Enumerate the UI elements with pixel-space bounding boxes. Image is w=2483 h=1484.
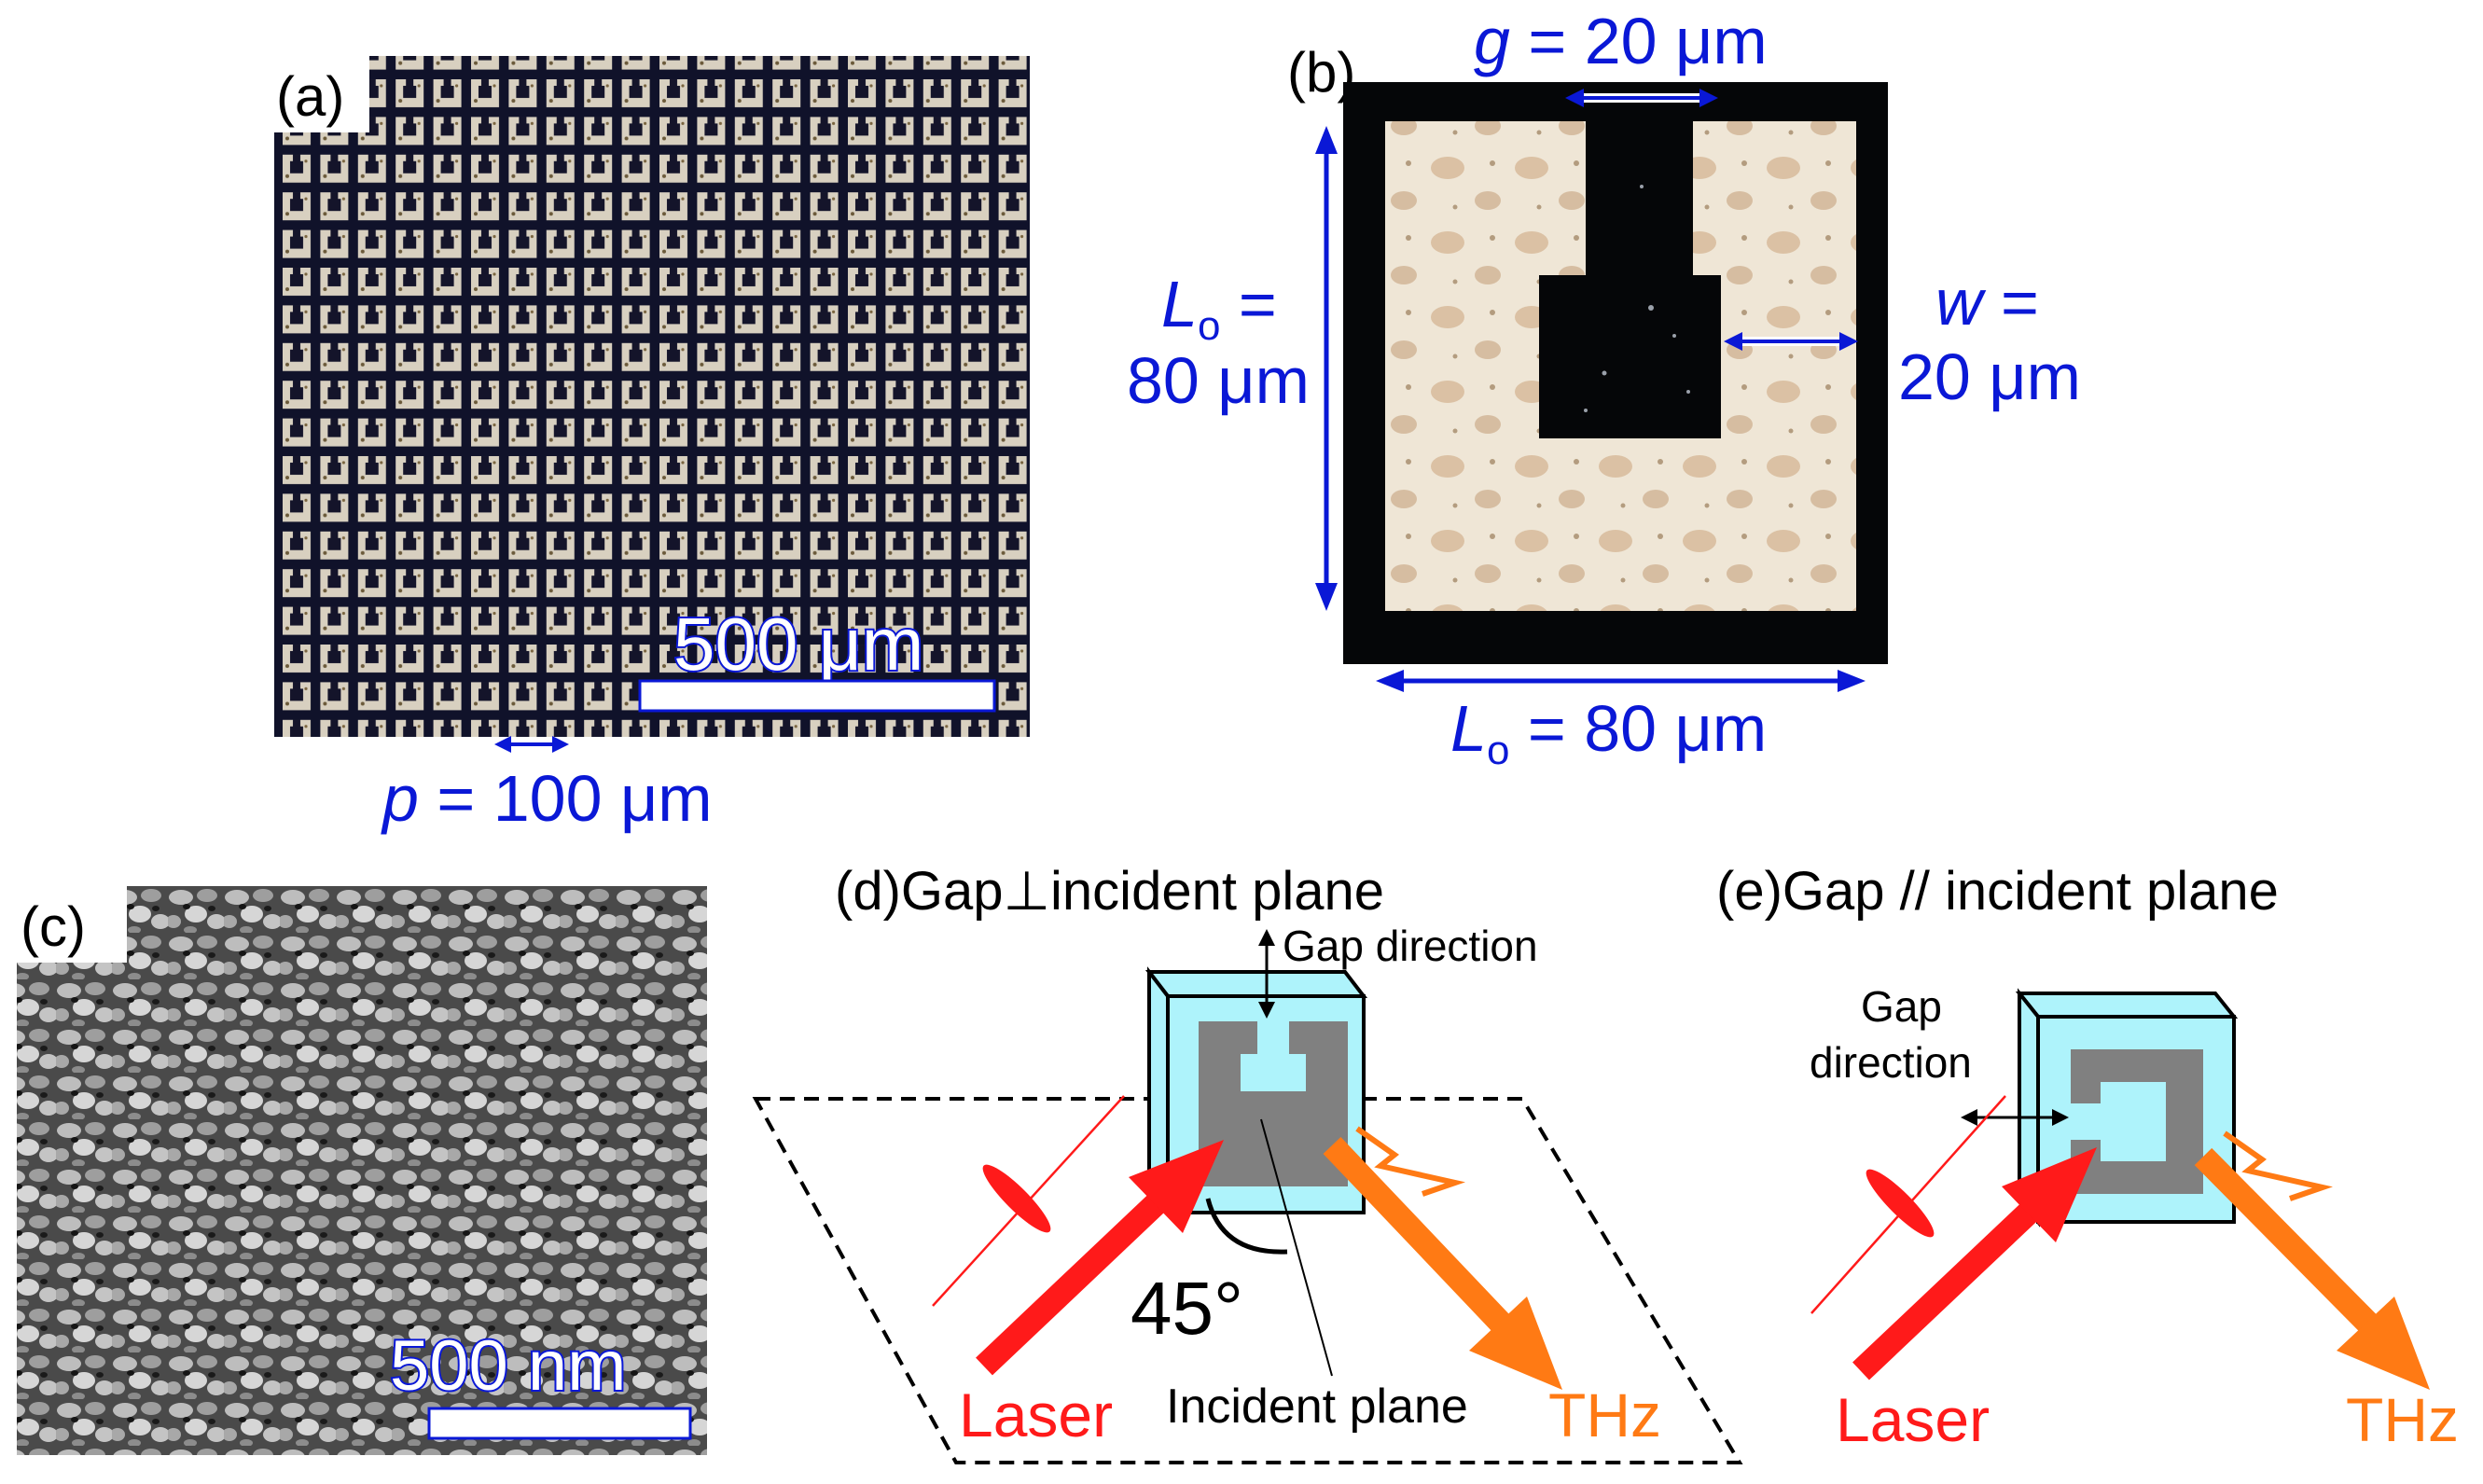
width-label-line1: w = xyxy=(1935,266,2039,339)
polarization-icon-d xyxy=(932,1095,1125,1307)
panel-c-label: (c) xyxy=(21,895,86,958)
panel-c-label-box xyxy=(15,882,127,963)
angle-label: 45° xyxy=(1131,1267,1243,1350)
incident-plane-leader xyxy=(1260,1118,1333,1377)
panel-e: (e)Gap // incident plane Gap direction L… xyxy=(1716,861,2459,1454)
thz-arrow-d xyxy=(1323,1137,1562,1390)
height-label-line1: Lo = xyxy=(1161,268,1277,349)
gap-direction-label-d: Gap direction xyxy=(1283,922,1538,970)
scale-bar-a-label: 500 μm xyxy=(673,603,923,686)
gap-direction-arrow-d xyxy=(1258,929,1275,1019)
thz-arrow-e xyxy=(2194,1147,2430,1390)
scale-bar-a xyxy=(638,679,996,713)
laser-label-d: Laser xyxy=(959,1380,1113,1449)
height-label-line2: 80 μm xyxy=(1127,344,1310,417)
gap-direction-arrow-e xyxy=(1961,1109,2069,1126)
thz-label-d: THz xyxy=(1548,1380,1661,1449)
width-arrow xyxy=(1724,332,1858,351)
panel-c: (c) 500 nm xyxy=(15,882,707,1455)
angle-arc xyxy=(1205,1198,1288,1255)
srr-array-micrograph xyxy=(274,56,1030,737)
pitch-arrow xyxy=(494,736,569,753)
panel-b: (b) g = 20 μm Lo = 80 μm w = 20 μm xyxy=(1127,5,2081,773)
gap-direction-label-e-line1: Gap xyxy=(1861,982,1942,1031)
panel-d: (d)Gap⊥incident plane Gap direction 45° … xyxy=(752,861,1743,1464)
bottom-width-label: Lo = 80 μm xyxy=(1450,692,1767,773)
bottom-width-arrow xyxy=(1376,670,1866,692)
incident-plane-label: Incident plane xyxy=(1166,1380,1468,1434)
gap-direction-label-e-line2: direction xyxy=(1810,1038,1972,1087)
panel-a-label: (a) xyxy=(276,65,344,128)
thz-pulse-icon-d xyxy=(1355,1126,1465,1197)
pitch-label: p = 100 μm xyxy=(381,762,713,835)
thz-label-e: THz xyxy=(2346,1385,2459,1454)
srr-gap-speckles xyxy=(1584,185,1690,412)
scale-bar-c xyxy=(427,1407,692,1440)
laser-arrow-e xyxy=(1852,1147,2097,1380)
panel-d-title: (d)Gap⊥incident plane xyxy=(835,861,1384,922)
gap-arrow xyxy=(1565,89,1718,107)
panel-a: (a) 500 μm p = 100 μm xyxy=(272,52,1030,835)
scale-bar-c-label: 500 nm xyxy=(390,1326,627,1406)
width-label-line2: 20 μm xyxy=(1898,340,2081,413)
panel-e-title: (e)Gap // incident plane xyxy=(1716,861,2279,922)
laser-label-e: Laser xyxy=(1836,1385,1990,1454)
srr-unit-metal xyxy=(1385,121,1856,611)
sem-image xyxy=(17,886,707,1455)
height-arrow xyxy=(1315,126,1338,611)
polarization-icon-e xyxy=(1810,1095,2006,1314)
thz-pulse-icon-e xyxy=(2223,1130,2333,1201)
gap-label: g = 20 μm xyxy=(1474,5,1768,77)
laser-arrow-d xyxy=(976,1140,1224,1376)
panel-a-label-box xyxy=(272,52,369,132)
